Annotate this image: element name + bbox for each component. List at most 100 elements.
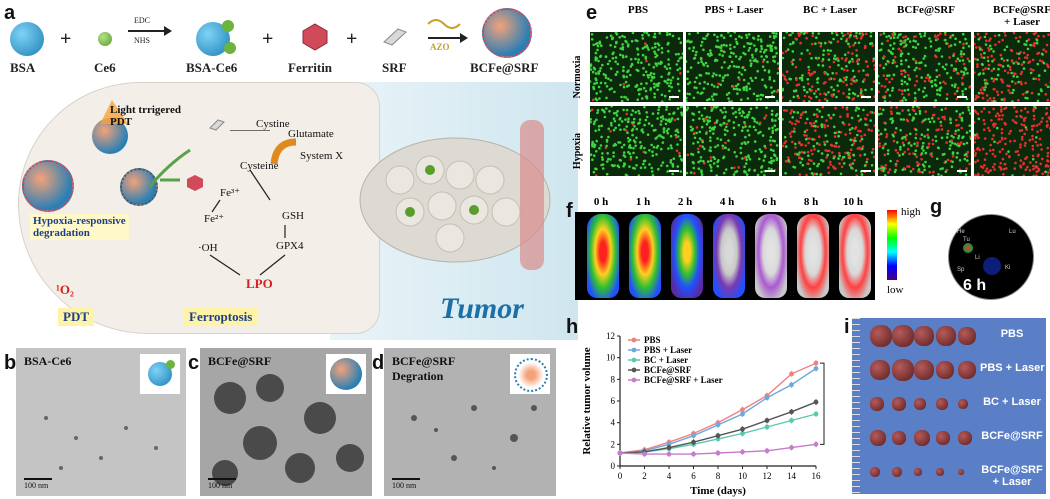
cell-dot [1028,138,1032,142]
cell-dot [744,142,747,145]
cell-dot [1014,161,1017,165]
cell-dot [948,147,951,150]
cell-dot [884,174,887,176]
cell-dot [628,144,632,147]
cell-dot [882,144,885,148]
cell-dot [806,78,810,81]
mouse-image [839,214,871,298]
cell-dot [948,140,952,143]
cell-dot [1005,167,1008,170]
cell-dot [996,141,1000,145]
cell-dot [789,77,792,81]
cell-dot [695,50,698,54]
cell-dot [945,136,949,139]
cell-dot [886,88,890,91]
cell-dot [936,37,940,41]
cell-dot [1017,62,1020,65]
cell-dot [880,42,884,45]
cell-dot [790,109,793,112]
cell-dot [771,131,774,135]
cell-dot [789,111,792,115]
cell-dot [686,171,689,175]
cell-dot [723,74,727,77]
cell-dot [607,77,610,81]
cell-dot [755,106,758,109]
cell-dot [677,89,681,93]
cell-dot [653,95,656,99]
cell-dot [793,130,796,133]
cell-dot [835,141,838,145]
cell-dot [914,132,918,136]
cell-dot [885,135,888,139]
cell-dot [702,37,705,40]
cell-dot [708,126,712,129]
colorbar-high-label: high [901,206,921,218]
cell-dot [775,52,778,55]
cell-dot [768,35,772,38]
cell-dot [735,65,738,69]
cell-dot [734,55,738,58]
cell-dot [976,32,980,36]
cell-dot [825,140,829,143]
cell-dot [798,151,801,154]
cell-dot [836,84,839,87]
cell-dot [644,42,647,45]
cell-dot [623,95,626,99]
cell-dot [1026,110,1030,114]
cell-dot [801,163,805,167]
cell-dot [677,52,680,56]
cell-dot [763,144,766,148]
cell-dot [917,106,921,110]
cell-dot [636,98,639,101]
cell-dot [1046,123,1049,127]
azo-label: AZO [430,42,450,52]
cell-dot [1023,144,1027,147]
cell-dot [944,160,948,163]
cell-dot [644,151,647,154]
cell-dot [666,170,669,173]
cell-dot [621,43,624,46]
ce6-molecule-icon [98,32,112,46]
cell-dot [956,142,960,145]
organ-label-tu: Tu [963,237,970,243]
cell-dot [735,87,738,91]
cell-dot [705,132,708,135]
cell-dot [723,50,726,54]
scale-bar [669,96,679,98]
cell-dot [906,147,910,151]
cell-dot [737,123,741,127]
cell-dot [916,106,919,108]
cell-dot [1000,108,1003,111]
scale-bar [24,478,52,480]
data-point [666,451,672,457]
cell-dot [773,89,776,93]
cell-dot [740,114,744,118]
cell-dot [993,155,997,158]
cell-dot [869,34,873,38]
cell-dot [597,85,601,89]
cell-dot [923,86,926,90]
cell-dot [763,117,766,120]
cell-dot [728,43,732,47]
cell-dot [974,152,978,155]
cell-dot [743,165,746,169]
cell-dot [826,124,830,128]
cell-dot [840,67,844,70]
cell-dot [920,152,924,155]
cell-dot [654,45,657,49]
cell-dot [870,164,874,167]
cell-dot [883,96,886,100]
cell-dot [640,144,643,148]
cell-dot [905,134,908,137]
cell-dot [878,167,880,170]
cell-dot [951,33,955,37]
cell-dot [965,42,968,45]
cell-dot [853,127,857,130]
cell-dot [910,144,913,147]
cell-dot [1045,120,1049,123]
cell-dot [665,129,669,133]
cell-dot [650,124,654,127]
tem-panel-b: BSA-Ce6 100 nm [16,348,186,496]
cell-dot [887,171,890,174]
cell-dot [1046,160,1050,163]
